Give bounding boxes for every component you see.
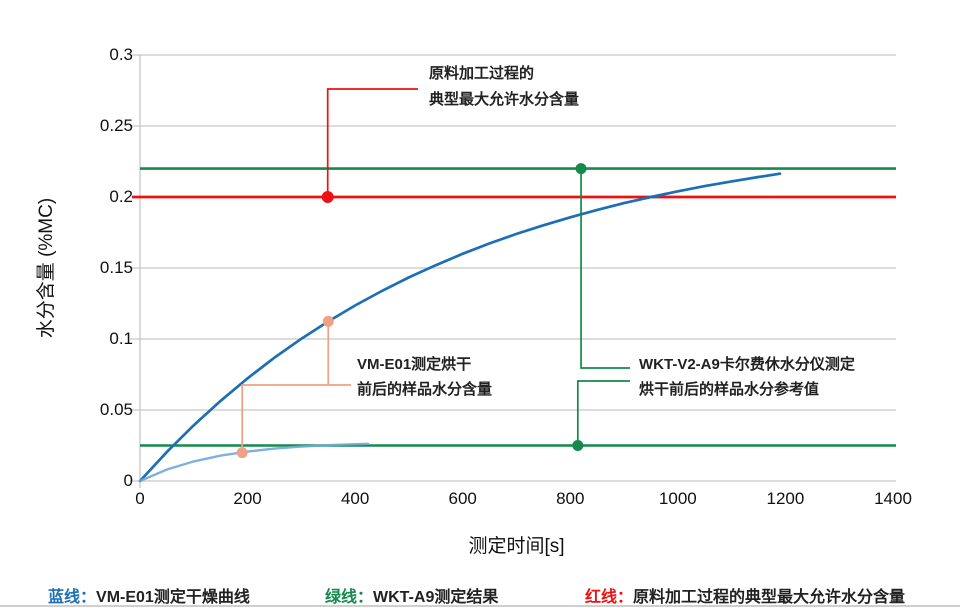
orange-connector [241, 321, 351, 453]
y-tick-label: 0.25 [99, 116, 133, 135]
y-tick-label: 0.1 [109, 329, 133, 348]
x-tick-label: 0 [135, 489, 145, 508]
green-connector-lower [576, 380, 630, 446]
legend-key-red: 红线： [585, 589, 634, 606]
y-tick-label: 0.15 [99, 258, 133, 277]
x-tick-label: 400 [340, 489, 370, 508]
legend: 蓝线：VM-E01测定干燥曲线 绿线：WKT-A9测定结果 红线：原料加工过程的… [0, 583, 960, 607]
green-connector-upper [580, 168, 630, 369]
annotation-max-allowed-moisture: 原料加工过程的 典型最大允许水分含量 [429, 61, 579, 113]
y-axis-title: 水分含量 (%MC) [36, 197, 57, 339]
annotation-line: WKT-V2-A9卡尔费休水分仪测定 [639, 356, 855, 373]
annotation-line: 烘干前后的样品水分参考值 [639, 381, 820, 398]
main-drying-curve [138, 172, 782, 483]
annotation-line: 典型最大允许水分含量 [429, 91, 580, 108]
y-tick-label: 0.3 [109, 45, 133, 64]
legend-item-blue-line: 蓝线：VM-E01测定干燥曲线 [48, 583, 250, 607]
legend-item-red-line: 红线：原料加工过程的典型最大允许水分含量 [585, 583, 905, 607]
legend-text: WKT-A9测定结果 [373, 589, 499, 606]
x-tick-label: 600 [448, 489, 477, 508]
legend-text: VM-E01测定干燥曲线 [96, 589, 250, 606]
bottom-divider [0, 605, 960, 607]
x-tick-label: 200 [233, 489, 262, 508]
legend-key-green: 绿线： [325, 589, 374, 606]
green-marker-upper [575, 163, 587, 175]
legend-text: 原料加工过程的典型最大允许水分含量 [633, 589, 906, 606]
y-tick-label: 0 [123, 471, 133, 490]
x-tick-label: 1200 [766, 489, 805, 508]
annotation-wkt-reference: WKT-V2-A9卡尔费休水分仪测定 烘干前后的样品水分参考值 [639, 352, 855, 402]
x-axis-title: 测定时间[s] [468, 536, 565, 557]
annotation-line: 前后的样品水分含量 [357, 381, 493, 398]
annotation-line: 原料加工过程的 [429, 65, 535, 82]
green-marker-lower [572, 440, 584, 451]
red-connector [326, 88, 418, 197]
secondary-drying-curve [138, 442, 370, 483]
y-tick-label: 0.2 [109, 187, 133, 206]
annotation-vm-e01-sample: VM-E01测定烘干 前后的样品水分含量 [357, 352, 492, 402]
legend-item-green-line: 绿线：WKT-A9测定结果 [325, 583, 498, 607]
red-marker [321, 191, 334, 203]
x-tick-label: 1400 [874, 489, 912, 508]
orange-marker-lower [236, 447, 248, 459]
orange-marker-upper [322, 315, 334, 327]
x-tick-label: 800 [556, 489, 585, 508]
y-tick-label: 0.05 [99, 400, 133, 419]
annotation-line: VM-E01测定烘干 [357, 356, 472, 373]
x-tick-label: 1000 [658, 489, 697, 508]
legend-key-blue: 蓝线： [48, 589, 97, 606]
